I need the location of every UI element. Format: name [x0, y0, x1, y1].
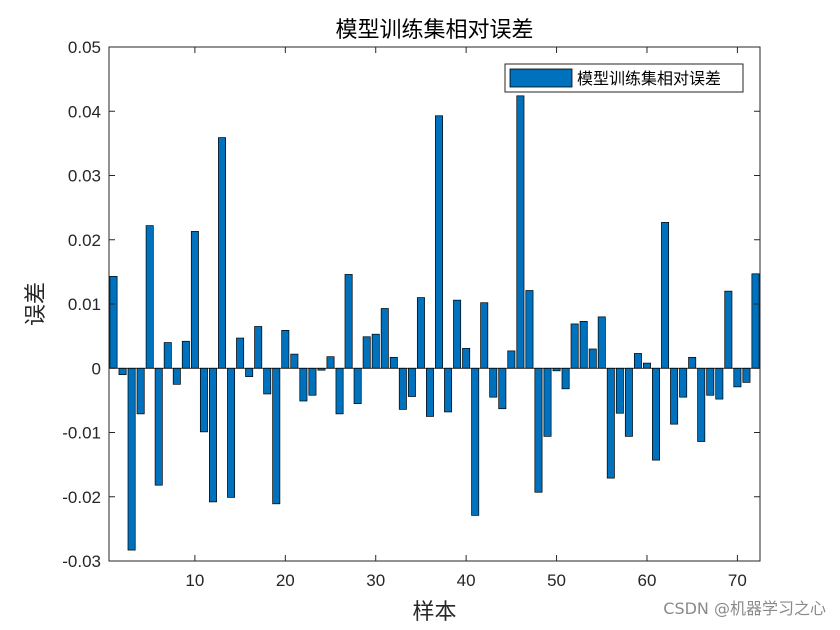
- bar: [389, 356, 398, 369]
- y-tick-label: 0: [92, 359, 101, 378]
- bar: [416, 297, 425, 369]
- bar: [534, 367, 543, 493]
- bar: [561, 367, 570, 390]
- bar: [236, 337, 245, 369]
- bar: [299, 367, 308, 402]
- bar: [588, 348, 597, 369]
- legend-label: 模型训练集相对误差: [577, 69, 721, 88]
- bar: [308, 367, 317, 396]
- y-tick-label: -0.02: [62, 488, 101, 507]
- bar: [398, 367, 407, 410]
- bar: [290, 353, 299, 369]
- bar: [380, 308, 389, 369]
- x-tick-label: 70: [728, 571, 747, 590]
- legend: 模型训练集相对误差: [504, 63, 744, 93]
- bar: [362, 336, 371, 369]
- bar: [706, 367, 715, 396]
- bar: [525, 290, 534, 369]
- bar: [697, 367, 706, 442]
- bar: [109, 276, 118, 369]
- x-tick-label: 50: [547, 571, 566, 590]
- bar: [462, 347, 471, 369]
- bar: [724, 290, 733, 369]
- y-tick-label: 0.03: [68, 167, 101, 186]
- y-tick-label: 0.04: [68, 102, 101, 121]
- bar: [407, 367, 416, 397]
- bar: [435, 115, 443, 369]
- plot-area: [109, 47, 760, 561]
- bar: [751, 273, 760, 369]
- bar: [209, 367, 217, 503]
- bar: [154, 367, 163, 486]
- bar: [344, 274, 353, 369]
- y-tick-label: -0.01: [62, 424, 101, 443]
- bar: [543, 367, 552, 437]
- bar: [715, 367, 724, 400]
- bar: [597, 316, 606, 369]
- y-tick-label: -0.03: [62, 552, 101, 571]
- bar: [190, 231, 199, 369]
- bar: [633, 353, 642, 369]
- x-axis-title: 样本: [412, 600, 456, 625]
- bar: [227, 367, 236, 498]
- bar: [643, 362, 651, 369]
- y-tick-label: 0.05: [68, 38, 101, 57]
- bar: [606, 367, 615, 479]
- bar: [127, 367, 136, 551]
- bar: [742, 367, 751, 383]
- bar: [688, 356, 697, 369]
- bar: [326, 356, 335, 369]
- bar: [670, 367, 679, 425]
- bar: [145, 225, 154, 369]
- x-axis: 10 20 30 40 50 60 70: [185, 47, 747, 590]
- bar: [218, 137, 226, 369]
- bar: [272, 367, 281, 505]
- bar: [480, 302, 489, 369]
- bar: [245, 367, 254, 377]
- bar: [254, 326, 263, 369]
- legend-swatch: [509, 68, 573, 88]
- bar: [733, 367, 742, 388]
- bar: [353, 367, 362, 404]
- bars-group: [109, 95, 760, 551]
- bar: [679, 367, 688, 398]
- y-tick-label: 0.02: [68, 231, 101, 250]
- bar: [163, 342, 172, 369]
- bar: [172, 367, 181, 385]
- bar: [615, 367, 624, 414]
- x-tick-label: 60: [638, 571, 657, 590]
- bar: [453, 299, 462, 369]
- bar: [199, 367, 208, 433]
- bar: [136, 367, 145, 415]
- bar: [579, 321, 588, 369]
- bar: [498, 367, 507, 410]
- bar: [444, 367, 453, 413]
- bar: [181, 340, 190, 369]
- y-axis-title: 误差: [24, 282, 49, 326]
- watermark: CSDN @机器学习之心: [663, 599, 826, 618]
- bar: [118, 367, 127, 376]
- bar: [570, 323, 579, 369]
- bar: [652, 367, 660, 461]
- y-axis: -0.03 -0.02 -0.01 0 0.01 0.02 0.03 0.04 0.05: [62, 38, 760, 571]
- bar: [263, 367, 272, 395]
- bar: [471, 367, 480, 516]
- bar: [281, 329, 290, 369]
- bar: [624, 367, 633, 437]
- bar: [507, 350, 516, 369]
- y-tick-label: 0.01: [68, 295, 101, 314]
- chart-title: 模型训练集相对误差: [335, 18, 533, 43]
- bar: [426, 367, 434, 417]
- bar: [371, 333, 380, 369]
- x-tick-label: 30: [366, 571, 385, 590]
- bar: [661, 222, 670, 369]
- bar: [489, 367, 498, 398]
- x-tick-label: 40: [457, 571, 476, 590]
- x-tick-label: 20: [276, 571, 295, 590]
- bar: [335, 367, 344, 415]
- bar: [516, 95, 525, 369]
- x-tick-label: 10: [185, 571, 204, 590]
